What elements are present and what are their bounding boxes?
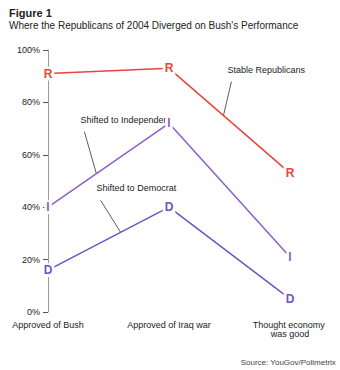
svg-text:D: D <box>44 263 53 277</box>
svg-text:D: D <box>165 200 174 214</box>
svg-text:Approved of Bush: Approved of Bush <box>12 320 84 330</box>
svg-text:Shifted to Democrat: Shifted to Democrat <box>97 183 177 193</box>
svg-text:Figure 1: Figure 1 <box>9 7 52 19</box>
svg-text:I: I <box>46 200 49 214</box>
svg-text:Thought economy: Thought economy <box>252 319 328 330</box>
svg-text:was good: was good <box>270 329 310 339</box>
svg-text:D: D <box>286 292 295 306</box>
svg-text:Shifted to Independent: Shifted to Independent <box>80 115 171 125</box>
svg-text:Source: YouGov/Polimetrix: Source: YouGov/Polimetrix <box>241 358 336 367</box>
svg-text:60%: 60% <box>22 150 40 160</box>
svg-text:Where the Republicans of 2004: Where the Republicans of 2004 Diverged o… <box>9 20 299 31</box>
svg-text:I: I <box>167 116 170 130</box>
svg-text:100%: 100% <box>17 45 40 55</box>
svg-text:0%: 0% <box>27 307 40 317</box>
svg-text:R: R <box>165 61 174 75</box>
svg-text:40%: 40% <box>22 202 40 212</box>
svg-text:20%: 20% <box>22 255 40 265</box>
svg-text:Stable Republicans: Stable Republicans <box>227 65 305 75</box>
svg-text:I: I <box>288 250 291 264</box>
svg-text:R: R <box>286 166 295 180</box>
svg-text:Approved of Iraq war: Approved of Iraq war <box>127 320 211 330</box>
svg-text:80%: 80% <box>22 97 40 107</box>
svg-text:R: R <box>44 67 53 81</box>
